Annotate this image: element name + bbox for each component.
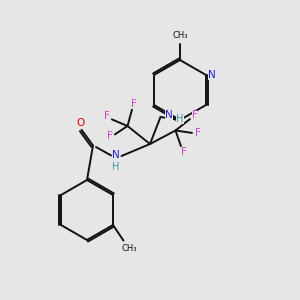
Text: H: H	[112, 161, 119, 172]
Text: F: F	[103, 111, 109, 122]
Text: N: N	[165, 110, 173, 120]
Text: F: F	[106, 131, 112, 141]
Text: F: F	[181, 147, 187, 157]
Text: F: F	[192, 110, 198, 121]
Text: CH₃: CH₃	[122, 244, 137, 253]
Text: O: O	[76, 118, 84, 128]
Text: H: H	[176, 113, 184, 124]
Text: F: F	[131, 99, 137, 109]
Text: N: N	[208, 70, 215, 80]
Text: F: F	[195, 128, 201, 138]
Text: N: N	[112, 150, 119, 161]
Text: CH₃: CH₃	[172, 31, 188, 40]
